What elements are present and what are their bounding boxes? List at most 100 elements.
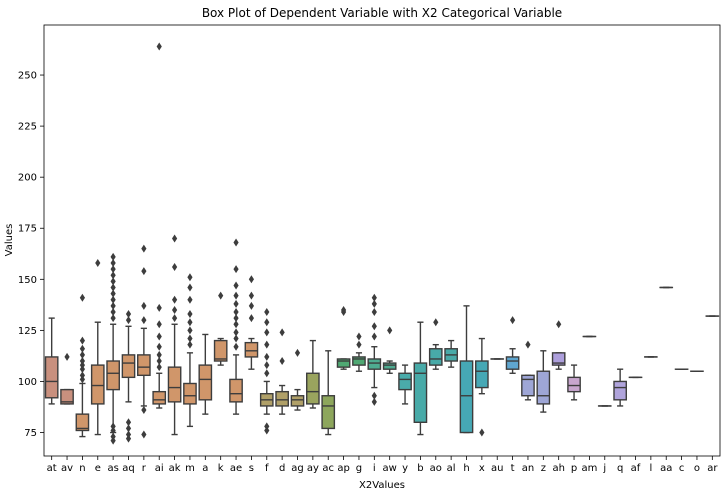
iqr-box (167, 366, 182, 403)
outlier-point (187, 334, 193, 343)
x-tick-label: e (95, 463, 101, 474)
iqr-box (567, 376, 581, 393)
box-av (60, 352, 74, 405)
x-tick-label: f (265, 463, 269, 474)
box-g (352, 332, 366, 372)
outlier-point (371, 307, 377, 316)
iqr-box (613, 380, 627, 401)
outlier-point (340, 305, 347, 314)
x-tick-label: r (142, 463, 147, 474)
outlier-point (356, 332, 362, 341)
outlier-point (171, 314, 178, 323)
outlier-point (110, 252, 116, 261)
box-a (198, 333, 213, 415)
outlier-point (187, 273, 193, 282)
outlier-point (156, 342, 162, 351)
outlier-point (110, 289, 116, 298)
box-t (505, 316, 520, 374)
iqr-box (551, 352, 566, 366)
outlier-point (156, 350, 162, 359)
x-tick-label: au (491, 463, 503, 474)
x-tick-label: af (631, 463, 641, 474)
outlier-point (433, 318, 439, 327)
x-tick-label: ac (322, 463, 334, 474)
iqr-box (336, 358, 351, 368)
x-tick-label: s (249, 463, 254, 474)
iqr-box (459, 360, 474, 434)
box-an (521, 340, 535, 401)
x-tick-label: a (202, 463, 208, 474)
x-tick-label: aq (122, 463, 134, 474)
outlier-point (371, 299, 377, 308)
y-tick-label: 125 (18, 326, 37, 337)
outlier-point (371, 397, 377, 406)
outlier-point (218, 291, 224, 300)
outlier-point (125, 316, 132, 325)
outlier-point (233, 334, 239, 343)
y-axis: 75 100 125 150 175 200 225 250 (18, 71, 44, 439)
iqr-box (44, 356, 59, 399)
x-tick-label: o (694, 463, 700, 474)
outlier-point (125, 310, 132, 319)
outlier-point (156, 357, 162, 366)
x-tick-label: as (107, 463, 118, 474)
outlier-point (125, 418, 132, 427)
outlier-point (110, 277, 116, 286)
iqr-box (428, 348, 443, 366)
x-tick-label: aa (660, 463, 672, 474)
x-tick-label: h (463, 463, 469, 474)
outlier-point (79, 361, 86, 370)
box-y (398, 364, 412, 405)
x-tick-label: x (479, 463, 485, 474)
outlier-point (233, 299, 239, 308)
iqr-box (536, 370, 551, 405)
box-z (536, 350, 551, 413)
iqr-box (398, 372, 412, 391)
iqr-box (75, 413, 90, 432)
x-tick-label: al (447, 463, 456, 474)
outlier-point (79, 344, 86, 353)
outlier-point (279, 328, 285, 337)
outlier-point (141, 301, 147, 310)
outlier-point (264, 340, 270, 349)
outlier-point (233, 307, 239, 316)
iqr-box (198, 364, 213, 401)
outlier-point (264, 352, 270, 361)
box-h (459, 305, 474, 434)
outlier-point (125, 424, 132, 433)
outlier-point (156, 42, 162, 51)
box-ac (321, 350, 336, 436)
plot-frame (43, 24, 721, 457)
iqr-box (290, 395, 305, 407)
outlier-point (187, 340, 193, 349)
outlier-point (156, 332, 162, 341)
outlier-point (371, 322, 377, 331)
outlier-point (156, 320, 162, 329)
outlier-point (233, 291, 239, 300)
y-tick-label: 225 (18, 122, 37, 133)
iqr-box (413, 362, 428, 423)
x-tick-label: ai (155, 463, 164, 474)
outlier-point (141, 406, 147, 415)
outlier-point (387, 326, 393, 335)
outlier-point (233, 320, 239, 329)
outlier-point (156, 363, 162, 372)
outlier-point (371, 332, 377, 341)
iqr-box (244, 341, 259, 358)
outlier-point (110, 258, 116, 267)
box-e (90, 258, 105, 436)
outlier-point (141, 316, 147, 325)
box-q (613, 368, 627, 407)
iqr-box (121, 354, 136, 379)
x-axis: at av n e as aq r ai ak m a k ae s f d ag ay ac ap g i aw y b ao a… (47, 456, 718, 474)
outlier-point (371, 293, 377, 302)
iqr-box (521, 374, 535, 397)
box-b (413, 321, 428, 436)
iqr-box (90, 364, 105, 405)
y-tick-label: 250 (18, 71, 37, 82)
x-tick-label: q (617, 463, 623, 474)
outlier-point (187, 283, 193, 292)
box-aq (121, 310, 136, 443)
outlier-point (294, 348, 301, 357)
box-ai (152, 42, 167, 409)
